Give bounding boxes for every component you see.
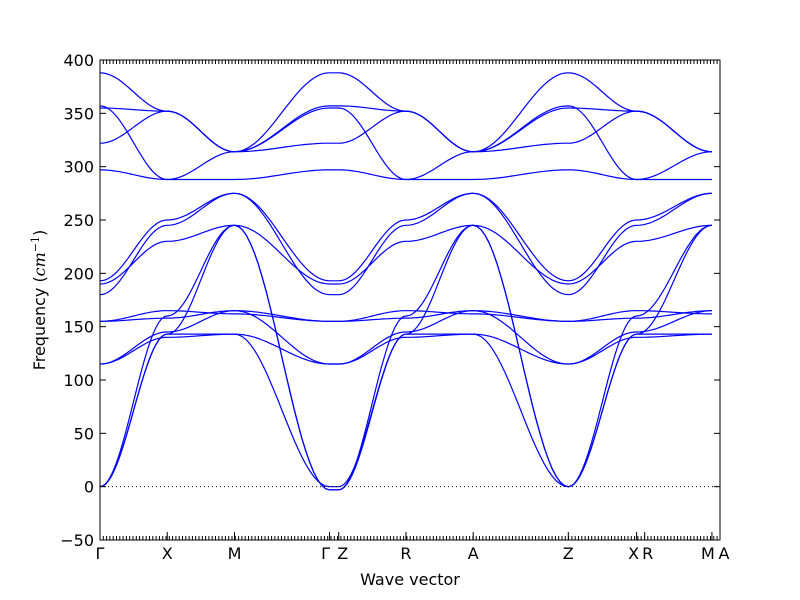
band-branch: [99, 224, 712, 285]
x-tick-label: A: [719, 544, 730, 563]
y-tick-label: 350: [63, 104, 94, 123]
y-tick-label: 400: [63, 51, 94, 70]
y-axis-title: Frequency (cm−1): [29, 230, 50, 371]
y-axis-unit-exponent: −1: [29, 236, 42, 252]
y-axis-unit-base: cm: [30, 252, 49, 276]
y-tick-label: 250: [63, 211, 94, 230]
y-tick-label: 150: [63, 318, 94, 337]
y-tick-label: 200: [63, 264, 94, 283]
band-branch: [100, 169, 712, 181]
x-tick-label: Γ: [96, 544, 105, 563]
band-branch: [99, 72, 712, 153]
y-tick-label: 100: [63, 371, 94, 390]
band-branch: [99, 224, 712, 491]
band-branch: [100, 105, 712, 153]
band-branch: [99, 224, 712, 491]
x-tick-label: Γ: [321, 544, 330, 563]
y-axis-title-prefix: Frequency (: [30, 276, 49, 370]
x-tick-label: M: [228, 544, 242, 563]
y-tick-label: 50: [74, 424, 94, 443]
band-branch: [100, 310, 712, 322]
y-axis-title-suffix: ): [30, 230, 49, 236]
x-tick-label: M: [701, 544, 715, 563]
bands-layer: [99, 72, 712, 491]
band-branch: [100, 310, 712, 322]
x-tick-label: X: [162, 544, 173, 563]
band-branch: [99, 333, 712, 488]
x-tick-label: A: [468, 544, 479, 563]
band-branch: [99, 110, 712, 153]
band-branch: [99, 105, 712, 181]
band-branch: [99, 333, 712, 365]
band-branch: [99, 192, 712, 282]
x-tick-label: R: [400, 544, 411, 563]
x-tick-label: Z: [337, 544, 348, 563]
x-tick-label: X: [628, 544, 639, 563]
x-axis-title: Wave vector: [360, 570, 460, 589]
band-branch: [99, 192, 712, 296]
x-tick-label: Z: [563, 544, 574, 563]
x-tick-label: R: [642, 544, 653, 563]
ticks-layer: [99, 59, 721, 541]
y-tick-label: 0: [84, 478, 94, 497]
y-tick-label: 300: [63, 158, 94, 177]
band-branch: [99, 310, 712, 365]
y-tick-label: −50: [60, 531, 94, 550]
